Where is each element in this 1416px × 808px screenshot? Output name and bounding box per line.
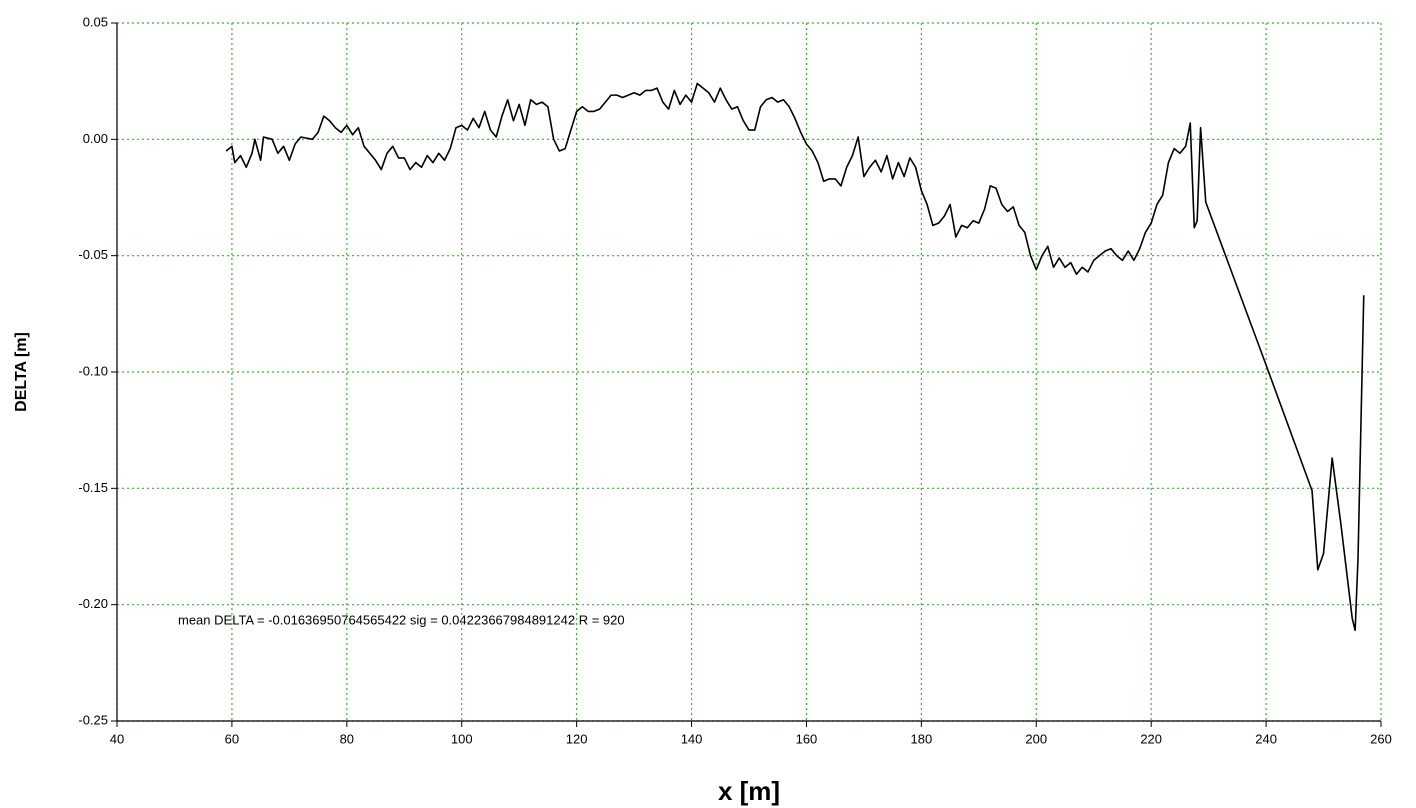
x-tick-label: 140 bbox=[681, 731, 703, 746]
y-tick-label: -0.15 bbox=[78, 480, 108, 495]
data-line bbox=[225, 82, 1365, 632]
x-tick-label: 160 bbox=[796, 731, 818, 746]
x-tick-label: 260 bbox=[1370, 731, 1392, 746]
x-tick-label: 80 bbox=[340, 731, 354, 746]
x-tick-label: 240 bbox=[1255, 731, 1277, 746]
x-axis-title: x [m] bbox=[718, 776, 780, 806]
x-tick-label: 200 bbox=[1025, 731, 1047, 746]
y-axis-title: DELTA [m] bbox=[13, 332, 30, 412]
x-tick-label: 120 bbox=[566, 731, 588, 746]
y-tick-label: 0.05 bbox=[83, 14, 108, 29]
x-tick-label: 220 bbox=[1140, 731, 1162, 746]
y-tick-label: -0.25 bbox=[78, 712, 108, 727]
y-tick-label: -0.05 bbox=[78, 247, 108, 262]
annotation: mean DELTA = -0.01636950764565422 sig = … bbox=[178, 612, 625, 627]
x-tick-label: 40 bbox=[110, 731, 124, 746]
y-tick-label: -0.10 bbox=[78, 363, 108, 378]
x-tick-label: 60 bbox=[225, 731, 239, 746]
x-tick-label: 100 bbox=[451, 731, 473, 746]
y-tick-label: 0.00 bbox=[83, 131, 108, 146]
y-tick-label: -0.20 bbox=[78, 596, 108, 611]
x-tick-label: 180 bbox=[911, 731, 933, 746]
